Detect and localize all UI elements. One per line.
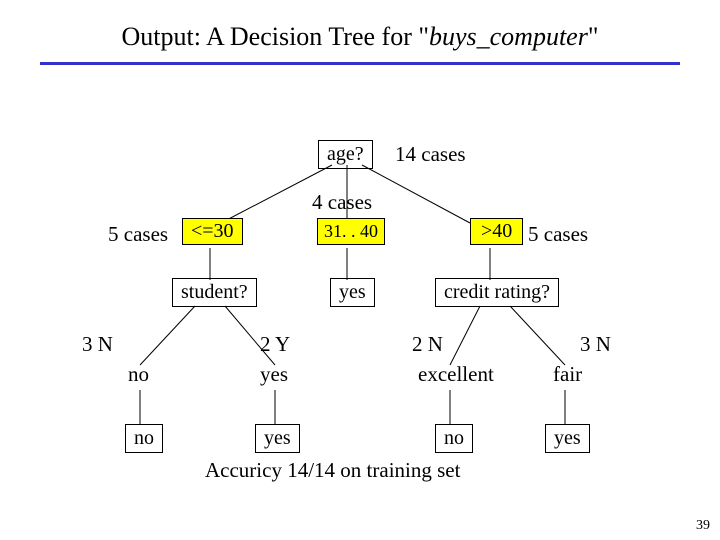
page-number: 39 [696,518,710,534]
credit-no-leaf: no [435,424,473,453]
mid-cond-box: 31. . 40 [317,218,385,245]
credit-left-count: 2 N [412,332,443,357]
credit-yes-leaf: yes [545,424,590,453]
mid-count: 4 cases [312,190,372,215]
title-prefix: Output: A Decision Tree for " [122,22,429,51]
credit-right-label: fair [553,362,582,387]
title-suffix: " [588,22,599,51]
student-yes-leaf: yes [255,424,300,453]
student-right-count: 2 Y [260,332,290,357]
accuracy-text: Accuricy 14/14 on training set [205,458,460,483]
title-underline [40,62,680,65]
credit-left-label: excellent [418,362,494,387]
student-no-leaf: no [125,424,163,453]
root-count: 14 cases [395,142,466,167]
credit-right-count: 3 N [580,332,611,357]
credit-node: credit rating? [435,278,559,307]
slide-title: Output: A Decision Tree for "buys_comput… [0,22,720,52]
root-node: age? [318,140,373,169]
student-node: student? [172,278,257,307]
student-left-label: no [128,362,149,387]
left-count: 5 cases [108,222,168,247]
right-cond-box: >40 [470,218,523,245]
student-right-label: yes [260,362,288,387]
left-cond-box: <=30 [182,218,243,245]
right-count: 5 cases [528,222,588,247]
mid-leaf: yes [330,278,375,307]
student-left-count: 3 N [82,332,113,357]
title-italic: buys_computer [429,22,588,51]
